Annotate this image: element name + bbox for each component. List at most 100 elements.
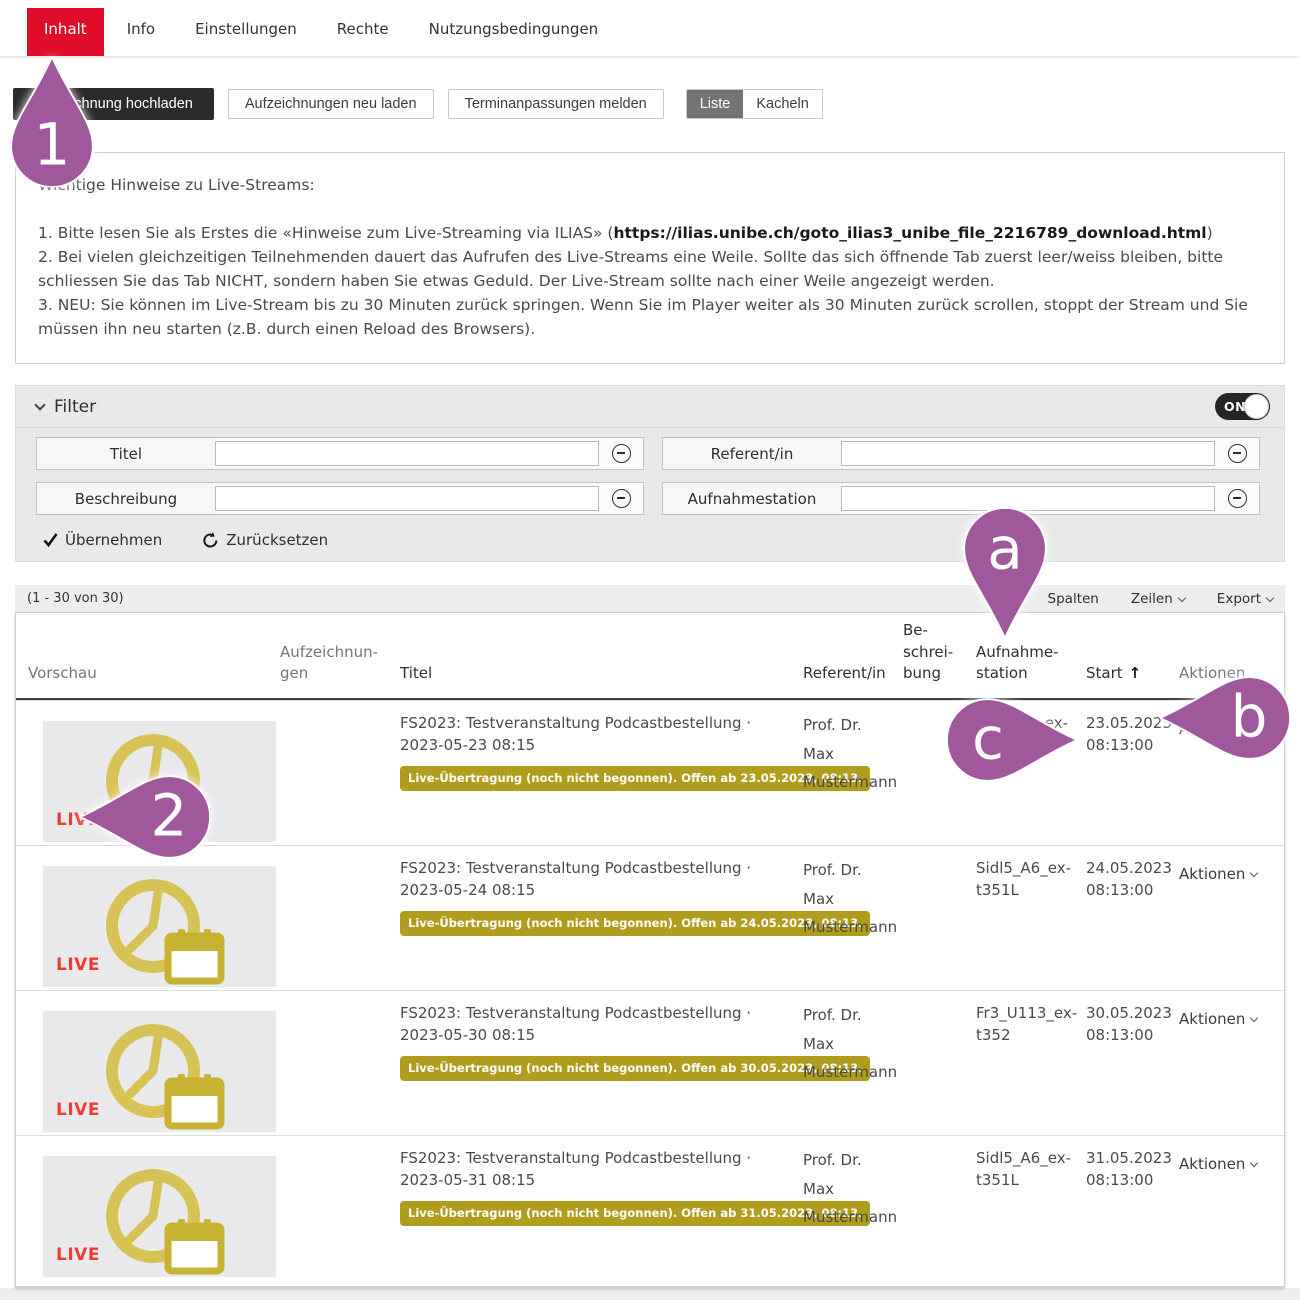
filter-beschreibung-label: Beschreibung xyxy=(37,483,215,514)
tab-nutzungsbedingungen[interactable]: Nutzungsbedingungen xyxy=(428,20,599,38)
start-time: 08:13:00 xyxy=(1086,1170,1154,1189)
filter-toggle-label: ON xyxy=(1224,399,1247,414)
start-time: 08:13:00 xyxy=(1086,880,1154,899)
tab-inhalt[interactable]: Inhalt xyxy=(27,8,104,56)
view-tiles-button[interactable]: Kacheln xyxy=(743,90,822,118)
recording-title[interactable]: FS2023: Testveranstaltung Podcastbestell… xyxy=(400,1004,752,1044)
filter-beschreibung-remove-button[interactable] xyxy=(599,483,643,514)
station-line-2: t351L xyxy=(976,880,1019,899)
table-row: LIVE FS2023: Testveranstaltung Podcastbe… xyxy=(16,990,1284,1135)
station-line-1: Sidl5_A6_ex- xyxy=(976,859,1071,877)
view-toggle: Liste Kacheln xyxy=(685,89,823,119)
chevron-down-icon xyxy=(1250,1013,1259,1023)
table-row: LIVE FS2023: Testveranstaltung Podcastbe… xyxy=(16,845,1284,990)
notice-line-1: 1. Bitte lesen Sie als Erstes die «Hinwe… xyxy=(38,221,1262,245)
filter-panel: Filter ON Titel Referent/in Beschreibung xyxy=(15,385,1285,562)
preview-cell: LIVE xyxy=(26,701,278,842)
actions-dropdown[interactable]: Aktionen xyxy=(1179,858,1259,886)
table-row: LIVE FS2023: Testveranstaltung Podcastbe… xyxy=(16,1135,1284,1280)
actions-label: Aktionen xyxy=(1179,1010,1246,1028)
recordings-cell xyxy=(278,991,398,1003)
start-date: 24.05.2023 xyxy=(1086,859,1172,877)
station-cell: Sidl5_A6_ex- t351L xyxy=(974,1136,1084,1192)
live-stream-thumbnail[interactable]: LIVE xyxy=(43,1011,276,1132)
live-stream-thumbnail[interactable]: LIVE xyxy=(43,1156,276,1277)
filter-reset-label: Zurücksetzen xyxy=(226,531,329,549)
notice-line-1-suffix: ) xyxy=(1206,224,1213,243)
filter-on-toggle[interactable]: ON xyxy=(1215,393,1270,420)
minus-circle-icon xyxy=(611,489,631,508)
tab-einstellungen[interactable]: Einstellungen xyxy=(195,20,297,38)
filter-titel-input[interactable] xyxy=(215,441,599,466)
table-controls-strip: (1 - 30 von 30) Spalten Zeilen Export xyxy=(15,585,1285,612)
recording-title[interactable]: FS2023: Testveranstaltung Podcastbestell… xyxy=(400,1149,752,1189)
title-cell: FS2023: Testveranstaltung Podcastbestell… xyxy=(398,701,871,792)
start-time: 08:13:00 xyxy=(1086,1025,1154,1044)
tab-rechte[interactable]: Rechte xyxy=(336,20,389,38)
actions-label: Aktionen xyxy=(1179,720,1246,738)
column-header-start[interactable]: Start ↑ xyxy=(1084,663,1177,698)
start-cell: 30.05.2023 08:13:00 xyxy=(1084,991,1177,1047)
start-date: 30.05.2023 xyxy=(1086,1004,1172,1022)
filter-aufnahmestation-input[interactable] xyxy=(841,486,1215,511)
report-schedule-change-button[interactable]: Terminanpassungen melden xyxy=(447,89,664,119)
columns-control[interactable]: Spalten xyxy=(1047,590,1099,607)
live-stream-thumbnail[interactable]: LIVE xyxy=(43,866,276,987)
clock-calendar-icon xyxy=(106,1169,225,1275)
description-cell xyxy=(901,991,974,1003)
minus-circle-icon xyxy=(1227,444,1247,463)
notice-line-2: 2. Bei vielen gleichzeitigen Teilnehmend… xyxy=(38,248,1224,291)
table-header-row: Vorschau Aufzeichnun- gen Titel Referent… xyxy=(16,613,1284,700)
live-stream-thumbnail[interactable]: LIVE xyxy=(43,721,276,842)
recording-title[interactable]: FS2023: Testveranstaltung Podcastbestell… xyxy=(400,714,752,754)
recordings-cell xyxy=(278,846,398,858)
filter-field-aufnahmestation: Aufnahmestation xyxy=(662,482,1260,515)
filter-referent-label: Referent/in xyxy=(663,438,841,469)
view-list-button[interactable]: Liste xyxy=(686,90,744,118)
column-header-aktionen: Aktionen xyxy=(1179,664,1246,683)
filter-referent-remove-button[interactable] xyxy=(1215,438,1259,469)
reload-recordings-button[interactable]: Aufzeichnungen neu laden xyxy=(227,89,434,119)
station-line-1: Sidl5_A6_ex- xyxy=(976,1149,1071,1167)
actions-dropdown[interactable]: Aktionen xyxy=(1179,713,1259,741)
actions-dropdown[interactable]: Aktionen xyxy=(1179,1148,1259,1176)
column-header-referent[interactable]: Referent/in xyxy=(803,664,886,683)
column-header-titel[interactable]: Titel xyxy=(400,664,433,683)
rows-control[interactable]: Zeilen xyxy=(1131,591,1187,607)
notice-download-link[interactable]: https://ilias.unibe.ch/goto_ilias3_unibe… xyxy=(613,224,1207,243)
filter-titel-remove-button[interactable] xyxy=(599,438,643,469)
chevron-down-icon xyxy=(1250,723,1259,733)
export-control-label: Export xyxy=(1216,590,1261,607)
preview-cell: LIVE xyxy=(26,846,278,987)
clock-calendar-icon xyxy=(106,1024,225,1130)
actions-label: Aktionen xyxy=(1179,865,1246,883)
column-header-beschreibung[interactable]: Be- schrei- bung xyxy=(903,620,954,683)
column-header-vorschau: Vorschau xyxy=(28,664,97,683)
filter-aufnahmestation-remove-button[interactable] xyxy=(1215,483,1259,514)
filter-collapse-chevron-icon[interactable] xyxy=(34,398,46,411)
preview-cell: LIVE xyxy=(26,1136,278,1277)
referent-cell: Prof. Dr. Max Mustermann xyxy=(803,1006,898,1081)
export-control[interactable]: Export xyxy=(1216,590,1275,607)
filter-aufnahmestation-label: Aufnahmestation xyxy=(663,483,841,514)
clock-icon xyxy=(106,734,200,828)
station-line-1: ex- xyxy=(1044,714,1068,732)
live-badge: LIVE xyxy=(56,810,100,831)
actions-cell: Aktionen xyxy=(1177,701,1284,741)
actions-dropdown[interactable]: Aktionen xyxy=(1179,1003,1259,1031)
filter-beschreibung-input[interactable] xyxy=(215,486,599,511)
upload-recording-button[interactable]: Aufzeichnung hochladen xyxy=(13,88,214,120)
start-cell: 24.05.2023 08:13:00 xyxy=(1084,846,1177,902)
start-header-label: Start xyxy=(1086,664,1123,683)
actions-cell: Aktionen xyxy=(1177,846,1284,886)
preview-cell: LIVE xyxy=(26,991,278,1132)
filter-apply-button[interactable]: Übernehmen xyxy=(43,531,162,549)
filter-referent-input[interactable] xyxy=(841,441,1215,466)
recording-title[interactable]: FS2023: Testveranstaltung Podcastbestell… xyxy=(400,859,752,899)
recordings-cell xyxy=(278,701,398,713)
title-cell: FS2023: Testveranstaltung Podcastbestell… xyxy=(398,846,871,937)
filter-reset-button[interactable]: Zurücksetzen xyxy=(202,531,328,549)
filter-title[interactable]: Filter xyxy=(54,396,97,417)
tab-info[interactable]: Info xyxy=(126,20,156,38)
column-header-aufnahmestation[interactable]: Aufnahme- station xyxy=(976,642,1059,683)
